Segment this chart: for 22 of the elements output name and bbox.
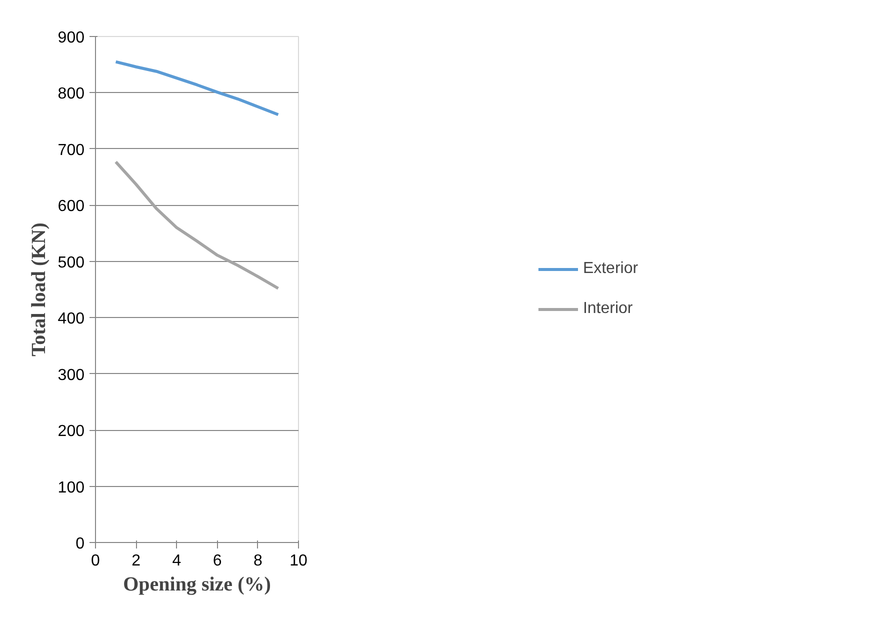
y-tick-label: 500 (58, 254, 85, 272)
x-tick-label: 8 (253, 552, 262, 570)
y-tick-label: 600 (58, 198, 85, 216)
x-tick-label: 6 (212, 552, 222, 570)
y-tick-label: 0 (76, 536, 85, 552)
x-tick-label: 2 (132, 552, 141, 570)
y-tick-label: 700 (58, 142, 85, 159)
legend-label: Exterior (582, 260, 638, 278)
y-tick-label: 300 (58, 366, 85, 384)
x-tick-label: 10 (290, 552, 308, 570)
line-series (114, 160, 280, 290)
x-axis-title: Opening size (%) (123, 574, 271, 596)
y-tick-label: 100 (58, 479, 85, 496)
y-tick-label: 200 (58, 423, 85, 440)
line-series (114, 60, 280, 116)
y-tick-label: 900 (58, 30, 85, 46)
y-tick-label: 400 (58, 310, 85, 328)
y-tick-label: 800 (58, 86, 85, 103)
x-tick-label: 0 (91, 552, 100, 570)
y-axis-title: Total load (KN) (28, 222, 50, 356)
legend-label: Interior (582, 300, 633, 318)
x-tick-label: 4 (172, 552, 182, 570)
